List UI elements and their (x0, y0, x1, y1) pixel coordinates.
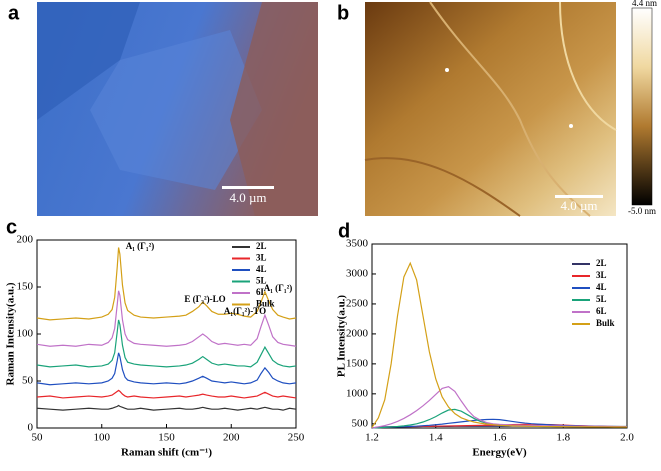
x-tick-label: 150 (158, 432, 175, 444)
legend-label: Bulk (596, 318, 615, 328)
afm-image (364, 1, 653, 217)
legend-label: 2L (256, 241, 267, 251)
y-tick-label: 0 (28, 422, 34, 434)
y-tick-label: 1500 (346, 357, 369, 369)
annotation: A₁(Γ₁²)-TO (224, 306, 266, 316)
series-line (371, 261, 628, 428)
x-tick-label: 50 (32, 432, 44, 444)
y-axis-label: PL Intensity(a.u.) (336, 295, 348, 378)
y-tick-label: 2000 (346, 327, 369, 339)
series-line (36, 290, 297, 347)
legend-label: 6L (596, 306, 607, 316)
series-line (36, 404, 297, 411)
x-tick-label: 2.0 (620, 432, 634, 444)
legend-label: 3L (256, 253, 267, 263)
scale-bar-label: 4.0 µm (560, 198, 597, 213)
y-tick-label: 150 (17, 281, 34, 293)
x-tick-label: 1.8 (556, 432, 570, 444)
legend-label: 6L (256, 287, 267, 297)
x-tick-label: 200 (223, 432, 240, 444)
colorbar-min: -5.0 nm (628, 206, 656, 216)
x-tick-label: 1.2 (365, 432, 379, 444)
x-tick-label: 250 (288, 432, 305, 444)
y-axis-label: Raman Intensity(a.u.) (5, 282, 17, 385)
panel-label: b (337, 2, 349, 24)
legend-label: 3L (596, 270, 607, 280)
panel-label: c (6, 216, 17, 238)
optical-image (37, 2, 318, 216)
y-tick-label: 2500 (346, 297, 369, 309)
plot-frame (371, 243, 628, 429)
series-line (36, 319, 297, 368)
panel-label: a (8, 2, 20, 24)
panel-label: d (338, 220, 350, 242)
colorbar-max: 4.4 nm (632, 0, 657, 8)
legend-label: Bulk (256, 299, 275, 309)
y-tick-label: 1000 (346, 387, 369, 399)
scale-bar-label: 4.0 µm (229, 190, 266, 205)
y-tick-label: 200 (17, 234, 34, 246)
y-tick-label: 3000 (346, 267, 369, 279)
series-line (36, 389, 297, 399)
x-tick-label: 1.4 (429, 432, 443, 444)
legend-label: 5L (256, 276, 267, 286)
legend-label: 4L (596, 282, 607, 292)
series-line (36, 247, 297, 321)
y-tick-label: 50 (22, 375, 34, 387)
annotation: A₁ (Γ₁²) (126, 241, 155, 251)
legend-label: 5L (596, 294, 607, 304)
x-tick-label: 100 (94, 432, 111, 444)
annotation: A₁ (Γ₁²) (264, 283, 293, 293)
x-axis-label: Raman shift (cm⁻¹) (121, 447, 212, 459)
annotation: E (Γ₃²)-LO (184, 294, 225, 304)
series-line (371, 385, 628, 429)
x-tick-label: 1.6 (493, 432, 507, 444)
series-line (36, 352, 297, 386)
y-tick-label: 3500 (346, 238, 369, 250)
legend-label: 4L (256, 264, 267, 274)
y-tick-label: 500 (352, 417, 369, 429)
y-tick-label: 100 (17, 328, 34, 340)
x-axis-label: Energy(eV) (472, 447, 527, 459)
legend-label: 2L (596, 258, 607, 268)
